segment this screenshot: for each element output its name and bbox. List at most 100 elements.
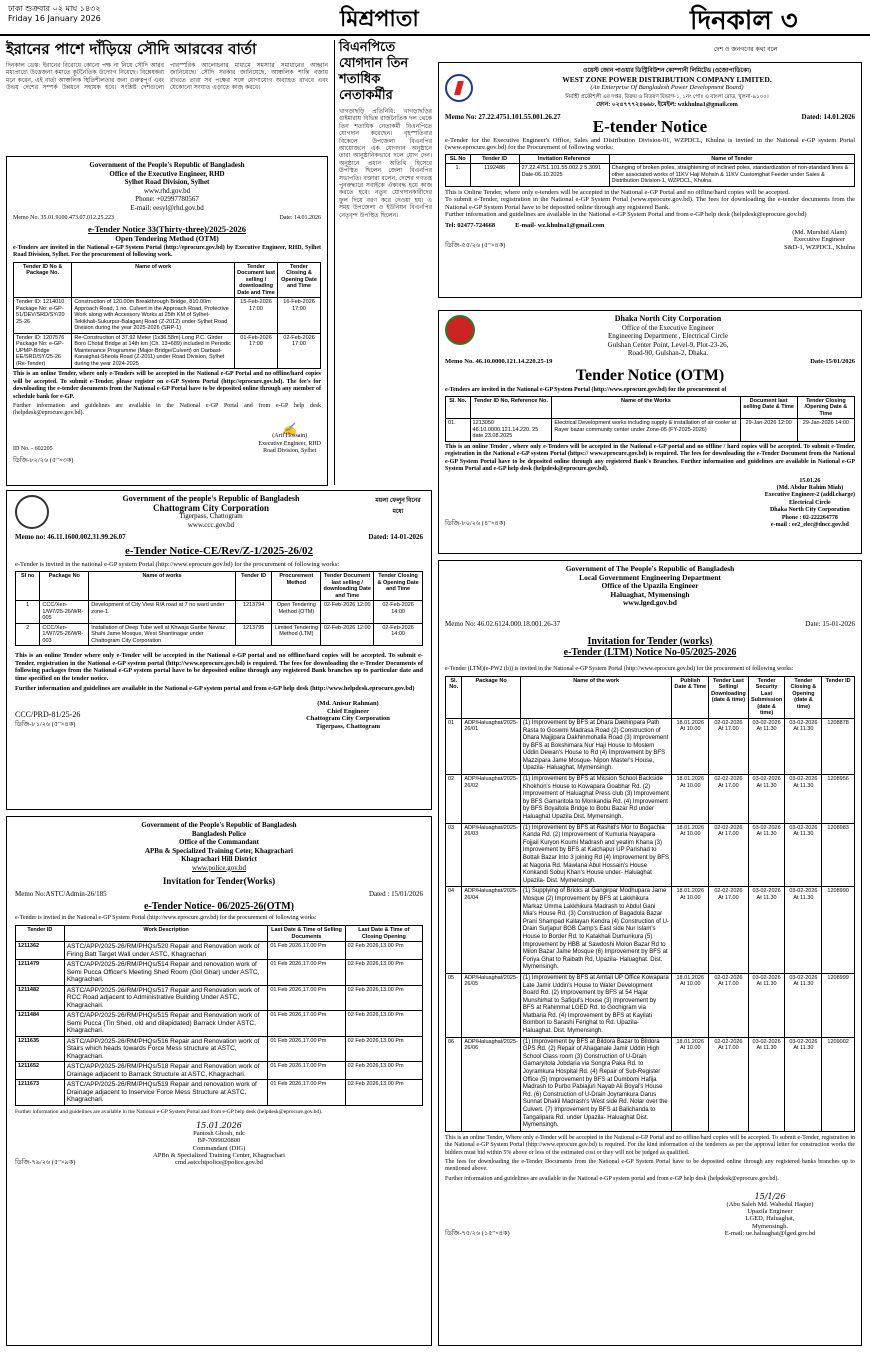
article-body: দিনকাল ডেস্ক: ইরানের বিরোধে কোনো পক্ষ না…: [6, 62, 328, 92]
ad-ref: ডিজি-৭৯/২৬ (৫"×৯ক): [15, 1158, 76, 1166]
col-header: Package No: [39, 571, 90, 602]
col-header: Tender ID No & Package No.: [12, 261, 73, 299]
cell: 1: [14, 600, 41, 624]
cell: ASTC/APP/2025-26/RM/PHQs/518 Repair and …: [63, 1061, 269, 1081]
org-name: Chattogram City Corporation: [153, 502, 269, 513]
cell: 18.01.2026 At 10.00: [671, 972, 710, 1038]
table-row: 1211635 ASTC/APP/2025-26/RM/PHQs/516 Repa…: [15, 1035, 424, 1063]
notice-title: Invitation for Tender (works): [587, 635, 713, 647]
org-line: Bangladesh Police: [191, 829, 247, 838]
sign-role: Executive Engineer: [793, 236, 846, 244]
web-link[interactable]: www.ccc.gov.bd: [187, 520, 235, 529]
col-header: Work Description: [63, 925, 269, 943]
cell: 02-Feb-2026 17:00: [277, 332, 321, 370]
cell: 2: [14, 622, 41, 647]
cell: 29-Jan-2026 14:00: [796, 418, 856, 442]
sign-name: (Abu Saleh Md. Wahedul Haque): [726, 1200, 814, 1208]
col-header: Last Date & Time of Closing Opening: [344, 925, 424, 943]
company-sub: (An Enterprise Of Bangladesh Power Devel…: [590, 84, 744, 91]
cell: CCC/Xen-1/W7/25-26/WR-005: [39, 600, 90, 624]
dept-line: Local Government Engineering Department: [579, 572, 721, 582]
col-header: Tender Closing /Opening Date & Time: [796, 395, 856, 420]
sign-role: Commandant (DIG): [192, 1144, 246, 1152]
col-header: Tender ID: [469, 153, 520, 165]
cell: 1213794: [234, 600, 273, 624]
notice-title: E-tender Notice: [592, 116, 708, 136]
cell: (1) Improvement by BFS at Rashid's Mor t…: [519, 822, 673, 888]
col-header: Tender Last Selling/ Downloading (date &…: [708, 675, 749, 719]
office-line: Office of the Commandant: [179, 838, 259, 846]
cell: 1208999: [821, 972, 855, 1038]
ad-ref: ডিজি-৮১/২৬ (৫"×৪ক): [15, 721, 76, 729]
cell: 01.: [445, 418, 471, 442]
web-link[interactable]: www.police.gov.bd: [191, 863, 247, 872]
col-header: Sl. No.: [444, 675, 463, 719]
sign-date: 15/1/26: [754, 1192, 786, 1202]
memo-date: Dated: 14-01-2026: [368, 533, 423, 541]
sign-org: Chattogram City Corporation: [306, 715, 390, 723]
tender-table: SL No Tender ID Invitation Reference Name o…: [445, 153, 856, 187]
table-row: 1211484 ASTC/APP/2025-26/RM/PHQs/515 Repa…: [15, 1010, 424, 1037]
col-header: Document last selling Date & Time: [739, 395, 798, 420]
table-row: 01. 1213050 46.10.0000.121.14.220. 25 dat…: [445, 418, 856, 442]
sign-name: (Arif Hossain): [272, 433, 308, 440]
ad-ref: ডিজি-৭৫/২৬ (১৫"×৪ক): [445, 1229, 510, 1237]
cell: 1211484: [15, 1010, 65, 1037]
memo-date: Date: 14.01.2026: [279, 215, 322, 221]
notice-intro: e-Tender is invited in the national e-GP…: [15, 561, 340, 568]
col-header: Tender Security Last Submission (date & …: [747, 675, 786, 719]
cell: 01 Feb 2026,17.00 Pm: [267, 1061, 346, 1081]
web-link[interactable]: www.rhd.gov.bd: [143, 186, 191, 195]
web-link[interactable]: www.lged.gov.bd: [623, 598, 677, 607]
cell: 03-02-2026 At 11.30: [784, 1036, 823, 1132]
company-name: WEST ZONE POWER DISTRIBUTION COMPANY LIM…: [562, 74, 772, 84]
table-row: 06 ADP/Haluaghat/2025-26/06 (1) Improvemen…: [444, 1036, 855, 1132]
cell: Electrical Development works including s…: [551, 418, 741, 442]
cell: 18.01.2026 At 10.00: [671, 1036, 710, 1132]
sign-place: Mymensingh.: [752, 1222, 788, 1230]
notice-note-2: Further information and guidelines are a…: [15, 685, 415, 693]
cell: Tender ID: 1207576 Package No: e-GP-UPMP…: [12, 332, 73, 370]
notice-title: Tender Notice (OTM): [575, 366, 725, 384]
col-header: Tender Closing & Opening (date & time): [784, 675, 823, 719]
notice-note: This is an online Tender, where only e-T…: [13, 371, 321, 400]
sign-office: S&D-1, WZPDCL, Khulna: [783, 243, 855, 251]
signature-block: ✍ (Arif Hossain) Executive Engineer, RHD…: [258, 422, 321, 456]
cell: 02-02-2026 At 17.00: [708, 822, 749, 888]
col-header: Tender ID: [234, 571, 273, 602]
news-article-bnp: বিএনপিতে যোগদান তিন শতাধিক নেতাকর্মীর খা…: [334, 40, 432, 485]
table-row: 1211482 ASTC/APP/2025-26/RM/PHQs/517 Repa…: [15, 984, 424, 1012]
cell: Limited Tendering Method (LTM): [271, 622, 322, 647]
cell: ASTC/APP/2025-26/RM/PHQs/520 Repair and …: [63, 941, 269, 961]
ccc-logo-icon: [15, 495, 49, 529]
cell: (1) Improvement by BFS at Amtail UP Offi…: [519, 972, 673, 1038]
cell: 02 Feb 2026,13.00 Pm: [344, 984, 424, 1012]
cell: 01-Feb-2026 17:00: [234, 332, 279, 370]
ad-ref: ডিজি-৮০/২৬ (৪"×৪ক): [445, 520, 506, 528]
cell: (1) Improvement by BFS at Bildora Bazar …: [519, 1036, 673, 1132]
sign-bp: BP-7099020800: [197, 1137, 241, 1145]
cell: 01 Feb 2026,17.00 Pm: [267, 1079, 346, 1106]
dncc-tender-notice: Dhaka North City Corporation Office of t…: [438, 310, 862, 554]
cell: 1211479: [15, 959, 65, 986]
col-header: Name of works: [88, 571, 236, 602]
date-bn: ঢাকা শুক্রবার ০২ মাঘ ১৪৩২: [8, 4, 101, 13]
cell: 05: [444, 972, 463, 1038]
col-header: Tender Closing & Opening Date and Time: [373, 571, 423, 602]
table-row: 04 ADP/Haluaghat/2025-26/04 (1) Supplying …: [444, 886, 855, 974]
dept-line: Engineering Department , Electrical Circ…: [608, 332, 728, 340]
cell: 1208990: [821, 886, 855, 974]
cell: 1192486: [469, 163, 520, 187]
col-header: Sl. No.: [445, 395, 471, 420]
col-header: Package No: [461, 675, 521, 719]
cell: 1209002: [821, 1036, 855, 1132]
cell: 03-02-2026 At 11.30: [784, 886, 823, 974]
notice-intro: e-Tenders are invited in the National e-…: [13, 245, 321, 259]
cell: 03-02-2026 At 11.30: [784, 972, 823, 1038]
notice-note-2: The fees for downloading the e-Tender Do…: [445, 1159, 855, 1173]
gov-line: Government of the People's Republic of B…: [89, 161, 245, 169]
cell: 02 Feb 2026,13.00 Pm: [344, 941, 424, 961]
memo-no: Memo No. 46.10.0000.121.14.220.25-19: [445, 357, 553, 365]
sign-name: Pantosh Ghosh, ndc: [193, 1129, 245, 1137]
